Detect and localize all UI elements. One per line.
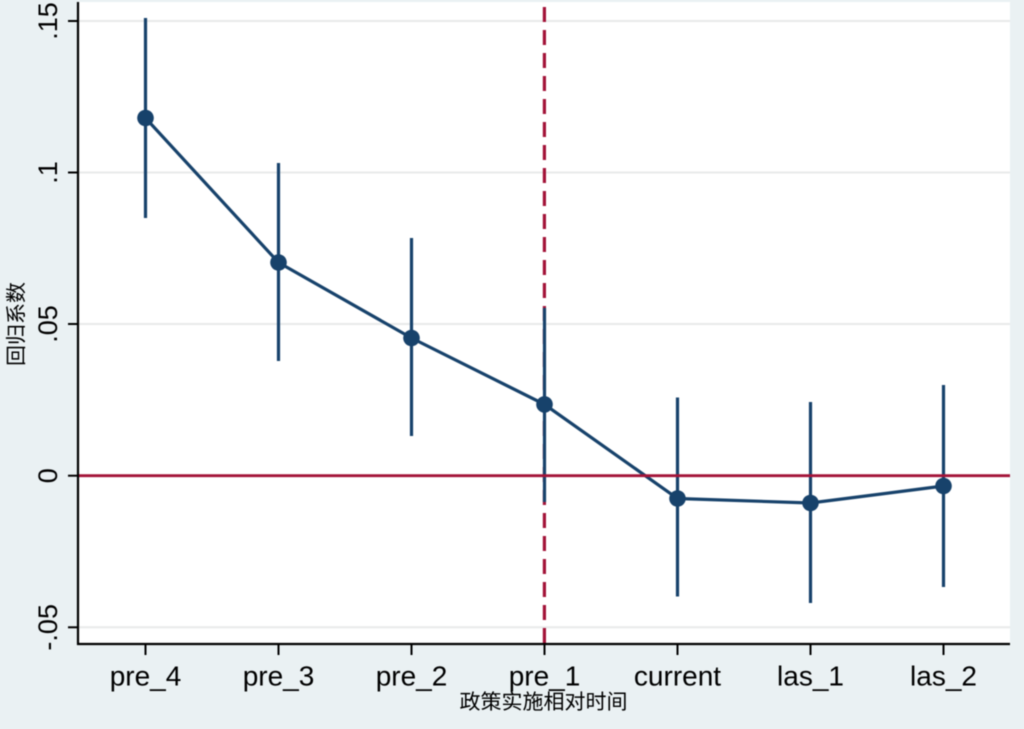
svg-text:las_2: las_2 <box>910 661 977 692</box>
svg-text:-.05: -.05 <box>33 604 63 651</box>
svg-text:pre_1: pre_1 <box>509 661 581 692</box>
svg-text:current: current <box>634 661 721 692</box>
svg-text:pre_2: pre_2 <box>376 661 448 692</box>
svg-text:pre_4: pre_4 <box>110 661 182 692</box>
svg-text:.1: .1 <box>33 161 63 184</box>
svg-text:0: 0 <box>33 468 63 483</box>
svg-text:.15: .15 <box>33 2 63 40</box>
svg-text:.05: .05 <box>33 305 63 343</box>
svg-text:pre_3: pre_3 <box>243 661 315 692</box>
svg-text:las_1: las_1 <box>777 661 844 692</box>
